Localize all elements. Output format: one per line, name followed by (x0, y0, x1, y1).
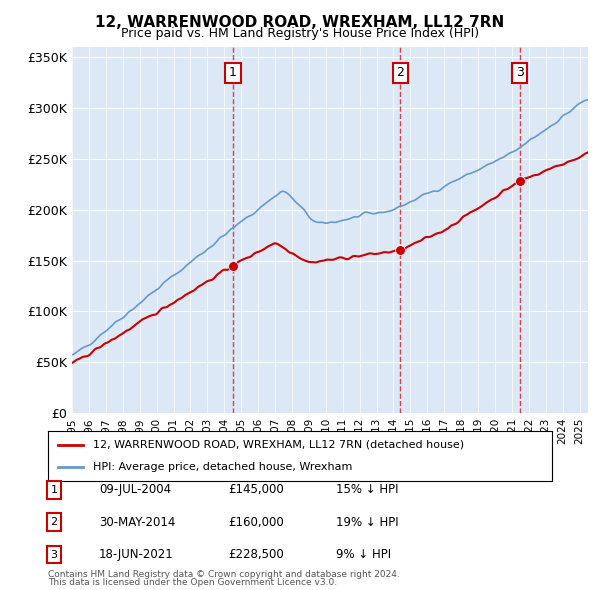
Text: 9% ↓ HPI: 9% ↓ HPI (336, 548, 391, 561)
Text: £228,500: £228,500 (228, 548, 284, 561)
Text: 30-MAY-2014: 30-MAY-2014 (99, 516, 175, 529)
Text: £160,000: £160,000 (228, 516, 284, 529)
Text: Price paid vs. HM Land Registry's House Price Index (HPI): Price paid vs. HM Land Registry's House … (121, 27, 479, 40)
Text: 19% ↓ HPI: 19% ↓ HPI (336, 516, 398, 529)
Text: 1: 1 (229, 66, 237, 79)
Text: 3: 3 (50, 550, 58, 559)
Text: £145,000: £145,000 (228, 483, 284, 496)
Text: 1: 1 (50, 485, 58, 494)
Text: 18-JUN-2021: 18-JUN-2021 (99, 548, 174, 561)
Text: 12, WARRENWOOD ROAD, WREXHAM, LL12 7RN (detached house): 12, WARRENWOOD ROAD, WREXHAM, LL12 7RN (… (94, 440, 464, 450)
Text: 3: 3 (516, 66, 524, 79)
Text: 2: 2 (397, 66, 404, 79)
Text: 15% ↓ HPI: 15% ↓ HPI (336, 483, 398, 496)
Text: Contains HM Land Registry data © Crown copyright and database right 2024.: Contains HM Land Registry data © Crown c… (48, 571, 400, 579)
Text: HPI: Average price, detached house, Wrexham: HPI: Average price, detached house, Wrex… (94, 462, 353, 472)
Text: 2: 2 (50, 517, 58, 527)
Text: 12, WARRENWOOD ROAD, WREXHAM, LL12 7RN: 12, WARRENWOOD ROAD, WREXHAM, LL12 7RN (95, 15, 505, 30)
Text: This data is licensed under the Open Government Licence v3.0.: This data is licensed under the Open Gov… (48, 578, 337, 587)
Text: 09-JUL-2004: 09-JUL-2004 (99, 483, 171, 496)
